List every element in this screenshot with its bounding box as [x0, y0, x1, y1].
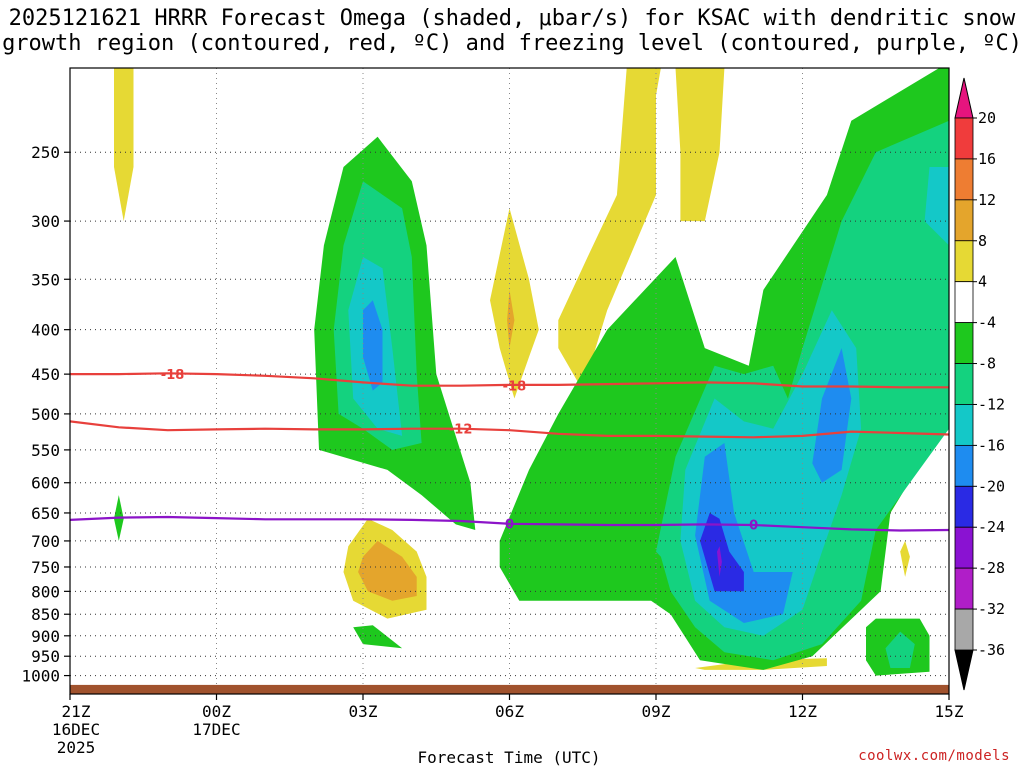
- contour-labels: -18 -18 -12 0 0: [161, 368, 758, 533]
- dgz-contour--12-label-0: -12: [449, 423, 473, 438]
- x-tick-label-09Z: 09Z: [642, 702, 671, 721]
- colorbar-band-4: [954, 281, 974, 324]
- title-line-1: 2025121621 HRRR Forecast Omega (shaded, …: [8, 6, 1016, 31]
- y-tick-label-400: 400: [31, 321, 60, 340]
- y-tick-label-750: 750: [31, 558, 60, 577]
- omega-region-22: [353, 625, 403, 649]
- dgz-contour--18-label-0: -18: [161, 368, 185, 383]
- ground-bar: [70, 684, 949, 694]
- colorbar-band-2: [954, 199, 974, 242]
- omega-region-21: [717, 546, 722, 577]
- omega-region-5: [558, 68, 656, 391]
- colorbar-label-3: 8: [978, 232, 987, 250]
- freezing-level-contour-label-0: 0: [505, 517, 514, 532]
- freezing-level-contour-line: [70, 515, 949, 532]
- colorbar-band-7: [954, 404, 974, 446]
- y-tick-label-1000: 1000: [21, 667, 60, 686]
- colorbar-band-5: [954, 322, 974, 364]
- y-tick-label-850: 850: [31, 605, 60, 624]
- colorbar-band-10: [954, 526, 974, 569]
- freezing-level-contour-label-1: 0: [749, 518, 758, 533]
- x-tick-label-21Z: 21Z: [62, 702, 91, 721]
- y-tick-label-500: 500: [31, 405, 60, 424]
- dgz-contour--18-line: [70, 372, 949, 389]
- omega-region-0: [114, 68, 134, 222]
- colorbar-label-2: 12: [978, 191, 996, 209]
- x-tick-label-03Z: 03Z: [349, 702, 378, 721]
- omega-region-25: [924, 167, 949, 246]
- y-tick-label-650: 650: [31, 504, 60, 523]
- omega-region-9: [900, 540, 910, 577]
- omega-region-7: [358, 540, 417, 601]
- colorbar-label-7: -12: [978, 395, 1005, 413]
- y-tick-label-950: 950: [31, 647, 60, 666]
- colorbar-label-4: 4: [978, 273, 987, 291]
- dgz-contour--18-label-1: -18: [503, 380, 527, 395]
- omega-region-3: [490, 208, 539, 399]
- y-tick-label-350: 350: [31, 270, 60, 289]
- contour-lines: [70, 372, 949, 532]
- colorbar-label-9: -20: [978, 477, 1005, 495]
- colorbar-top-arrow: [954, 77, 974, 119]
- colorbar-band-12: [954, 608, 974, 651]
- colorbar-label-0: 20: [978, 109, 996, 127]
- colorbar: 20 16 12 8 4 -4 -8 -12 -16 -20 -24 -28 -32 -36: [954, 77, 1005, 691]
- colorbar-label-5: -4: [978, 314, 996, 332]
- y-tick-label-700: 700: [31, 532, 60, 551]
- colorbar-label-13: -36: [978, 641, 1005, 659]
- colorbar-band-1: [954, 158, 974, 201]
- colorbar-band-11: [954, 567, 974, 610]
- colorbar-band-0: [954, 117, 974, 160]
- pressure-axis: 250 300 350 400 450 500 550 600 650 700 750 800 850 9…: [21, 143, 70, 686]
- y-tick-label-250: 250: [31, 143, 60, 162]
- credit-text: coolwx.com/models: [858, 748, 1010, 764]
- title-line-2: growth region (contoured, red, ºC) and f…: [2, 31, 1022, 56]
- colorbar-band-9: [954, 485, 974, 528]
- colorbar-label-10: -24: [978, 518, 1005, 536]
- y-tick-label-300: 300: [31, 212, 60, 231]
- y-tick-label-550: 550: [31, 441, 60, 460]
- x-tick-year-21Z: 2025: [57, 738, 96, 757]
- colorbar-band-6: [954, 363, 974, 405]
- y-tick-label-450: 450: [31, 365, 60, 384]
- colorbar-label-12: -32: [978, 600, 1005, 618]
- colorbar-label-11: -28: [978, 559, 1005, 577]
- y-tick-label-900: 900: [31, 627, 60, 646]
- colorbar-band-3: [954, 240, 974, 283]
- omega-region-19: [812, 348, 852, 483]
- y-tick-label-800: 800: [31, 582, 60, 601]
- colorbar-band-8: [954, 444, 974, 487]
- x-tick-date-00Z: 17DEC: [192, 720, 240, 739]
- x-tick-date-21Z: 16DEC: [52, 720, 100, 739]
- colorbar-label-8: -16: [978, 436, 1005, 454]
- x-axis-title: Forecast Time (UTC): [417, 748, 600, 767]
- x-tick-label-15Z: 15Z: [935, 702, 964, 721]
- omega-shaded-regions: [114, 68, 949, 676]
- omega-region-13: [363, 300, 383, 391]
- chart-title: 2025121621 HRRR Forecast Omega (shaded, …: [0, 6, 1024, 56]
- y-tick-label-600: 600: [31, 474, 60, 493]
- omega-region-20: [700, 513, 744, 592]
- dgz-contour--12-line: [70, 420, 949, 439]
- x-tick-label-06Z: 06Z: [495, 702, 524, 721]
- colorbar-label-6: -8: [978, 355, 996, 373]
- omega-region-24: [885, 631, 915, 668]
- omega-region-4: [507, 289, 515, 349]
- omega-region-1: [675, 68, 725, 222]
- x-tick-label-12Z: 12Z: [788, 702, 817, 721]
- colorbar-label-1: 16: [978, 150, 996, 168]
- x-tick-label-00Z: 00Z: [202, 702, 231, 721]
- colorbar-bottom-arrow: [954, 649, 974, 691]
